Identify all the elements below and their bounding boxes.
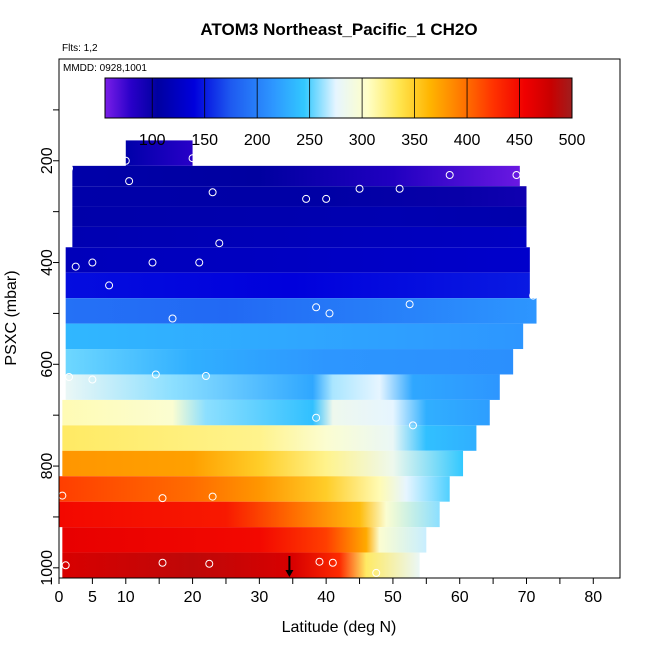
sample-point [201,371,210,380]
heatmap-layer [65,349,514,375]
chart-title: ATOM3 Northeast_Pacific_1 CH2O [200,20,477,39]
sample-point [125,177,134,186]
sample-point [61,561,70,570]
sample-point [512,171,521,180]
heatmap-layer [72,165,520,187]
sample-point [529,291,538,300]
colorbar-tick-label: 300 [349,132,376,149]
sample-points [58,154,538,577]
x-tick-label: 40 [317,589,335,606]
heatmap-layer [62,425,477,451]
colorbar-tick-label: 450 [506,132,533,149]
sample-point [215,239,224,248]
sample-point [151,370,160,379]
x-tick-label: 60 [451,589,469,606]
colorbar-separators [151,78,520,118]
heatmap-layer [62,527,427,553]
sample-point [302,194,311,203]
heatmap-layer [72,206,527,227]
sample-point [148,258,157,267]
sample-point [325,309,334,318]
heatmap-layer [72,226,527,248]
sample-point [65,373,74,382]
y-axis-label: PSXC (mbar) [3,270,20,365]
heatmap-layer [65,272,530,299]
sample-point [158,494,167,503]
y-tick-label: 200 [39,147,56,174]
sample-point [328,558,337,567]
colorbar-tick-label: 250 [296,132,323,149]
sample-point [158,558,167,567]
heatmap-layer [62,450,464,477]
sample-point [395,184,404,193]
x-tick-label: 80 [584,589,602,606]
y-tick-label: 800 [39,453,56,480]
heatmap-layer [65,298,537,324]
sample-point [121,156,130,165]
sample-point [315,557,324,566]
sample-point [71,262,80,271]
y-tick-label: 400 [39,249,56,276]
flights-note: Flts: 1,2 [62,43,98,54]
colorbar-tick-label: 350 [401,132,428,149]
sample-point [445,171,454,180]
x-tick-label: 50 [384,589,402,606]
date-note: MMDD: 0928,1001 [63,63,147,74]
sample-point [65,164,74,173]
x-axis-label: Latitude (deg N) [282,619,397,636]
plot-frame [58,58,621,579]
heatmap-layer [59,476,450,502]
sample-point [312,413,321,422]
x-tick-label: 70 [518,589,536,606]
colorbar-tick-label: 150 [191,132,218,149]
sample-point [208,492,217,501]
colorbar-tick-label: 400 [454,132,481,149]
sample-point [168,314,177,323]
heatmap-layer [62,399,490,426]
sample-point [408,421,417,430]
y-tick-label: 1000 [39,550,56,586]
y-tick-label: 600 [39,351,56,378]
marker-head [285,570,294,577]
x-tick-label: 10 [117,589,135,606]
colorbar-tick-label: 500 [559,132,586,149]
colorbar-gradient [104,77,573,119]
sample-point [312,303,321,312]
y-axis: 200 400 600 800 1000 [39,109,59,586]
heatmap-layer [65,323,524,350]
sample-point [188,154,197,163]
sample-point [105,281,114,290]
latitude-marker [285,556,294,577]
colorbar: 100 150 200 250 300 350 400 450 500 [104,77,586,149]
heatmap-layer [59,501,440,528]
colorbar-tick-label: 200 [244,132,271,149]
sample-point [195,258,204,267]
heatmap-layer [125,140,193,166]
colorbar-ticks: 100 150 200 250 300 350 400 450 500 [139,132,586,149]
heatmap-layer [65,374,500,400]
heatmap-layer [72,186,527,207]
sample-point [205,559,214,568]
heatmap-layers [59,140,537,578]
sample-point [322,194,331,203]
x-tick-label: 20 [184,589,202,606]
x-tick-label: 0 [55,589,64,606]
sample-point [372,568,381,577]
sample-point [405,300,414,309]
sample-point [88,375,97,384]
x-tick-label: 5 [88,589,97,606]
sample-point [355,184,364,193]
heatmap-layer [65,247,530,273]
colorbar-tick-label: 100 [139,132,166,149]
x-tick-label: 30 [250,589,268,606]
sample-point [208,188,217,197]
sample-point [88,258,97,267]
heatmap-layer [62,552,420,578]
x-axis: 0 5 10 20 30 40 50 60 70 80 [55,578,602,606]
